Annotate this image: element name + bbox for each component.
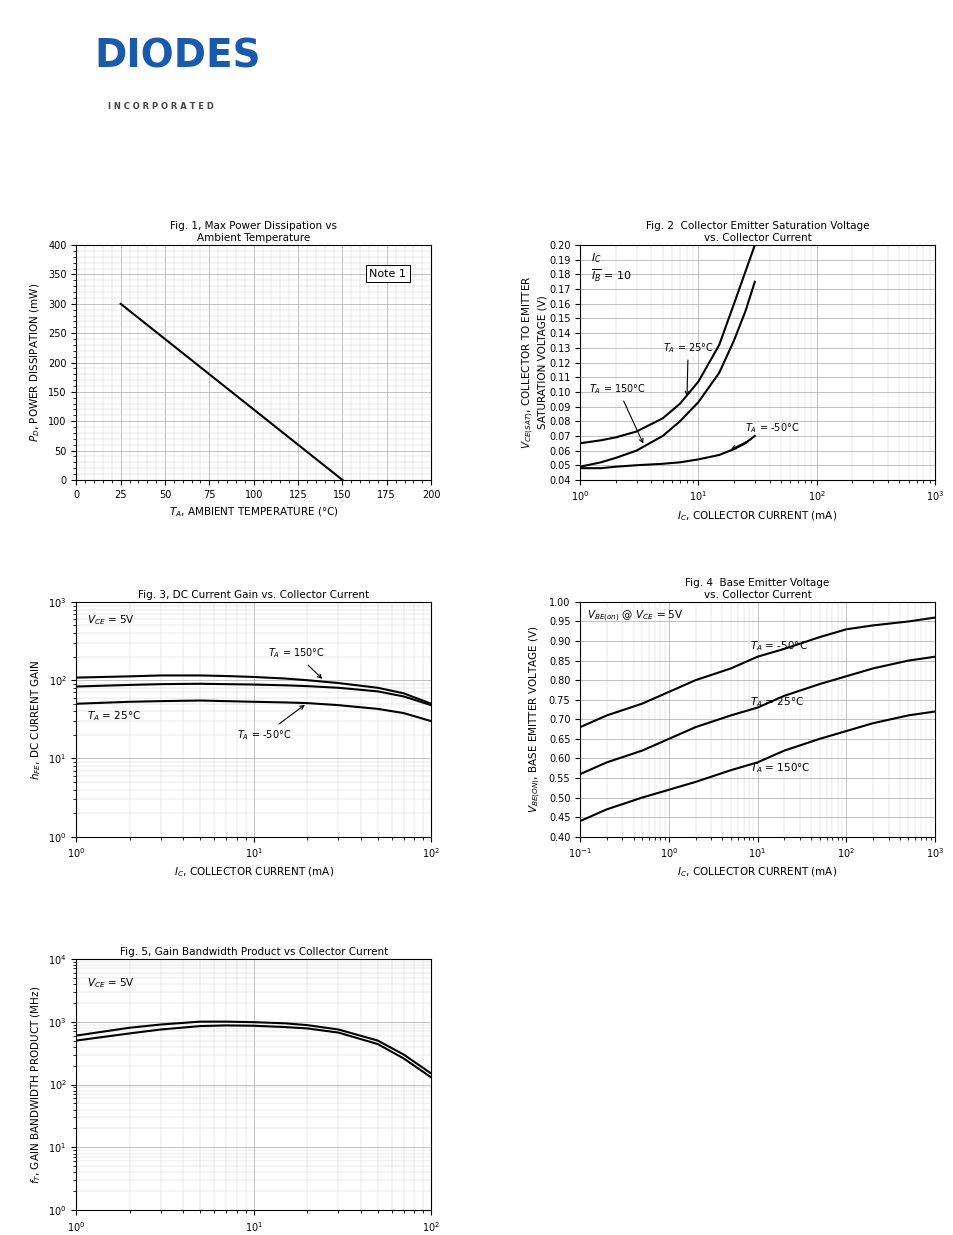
X-axis label: $I_C$, COLLECTOR CURRENT (mA): $I_C$, COLLECTOR CURRENT (mA) (677, 866, 837, 879)
Text: $T_A$ = 25°C: $T_A$ = 25°C (662, 341, 713, 395)
Text: $T_A$ = 150°C: $T_A$ = 150°C (750, 761, 810, 774)
Text: I N C O R P O R A T E D: I N C O R P O R A T E D (108, 103, 213, 111)
Y-axis label: $V_{CE(SAT)}$, COLLECTOR TO EMITTER
SATURATION VOLTAGE (V): $V_{CE(SAT)}$, COLLECTOR TO EMITTER SATU… (520, 275, 547, 450)
Text: $T_A$ = 150°C: $T_A$ = 150°C (268, 647, 324, 678)
Y-axis label: $P_D$, POWER DISSIPATION (mW): $P_D$, POWER DISSIPATION (mW) (29, 283, 42, 442)
X-axis label: $I_C$, COLLECTOR CURRENT (mA): $I_C$, COLLECTOR CURRENT (mA) (173, 866, 334, 879)
Y-axis label: $f_T$, GAIN BANDWIDTH PRODUCT (MHz): $f_T$, GAIN BANDWIDTH PRODUCT (MHz) (29, 986, 43, 1183)
Text: $V_{CE}$ = 5V: $V_{CE}$ = 5V (87, 977, 134, 990)
Title: Fig. 1, Max Power Dissipation vs
Ambient Temperature: Fig. 1, Max Power Dissipation vs Ambient… (170, 221, 336, 243)
Text: $T_A$ = 150°C: $T_A$ = 150°C (589, 382, 646, 442)
Text: $T_A$ = 25°C: $T_A$ = 25°C (750, 695, 803, 709)
X-axis label: $T_A$, AMBIENT TEMPERATURE (°C): $T_A$, AMBIENT TEMPERATURE (°C) (169, 505, 338, 519)
X-axis label: $I_C$, COLLECTOR CURRENT (mA): $I_C$, COLLECTOR CURRENT (mA) (677, 509, 837, 522)
Y-axis label: $h_{FE}$, DC CURRENT GAIN: $h_{FE}$, DC CURRENT GAIN (29, 659, 43, 779)
Title: Fig. 2  Collector Emitter Saturation Voltage
vs. Collector Current: Fig. 2 Collector Emitter Saturation Volt… (645, 221, 868, 243)
Text: Note 1: Note 1 (369, 268, 406, 279)
Text: $T_A$ = 25°C: $T_A$ = 25°C (87, 709, 141, 724)
Title: Fig. 5, Gain Bandwidth Product vs Collector Current: Fig. 5, Gain Bandwidth Product vs Collec… (119, 946, 388, 957)
Text: $T_A$ = -50°C: $T_A$ = -50°C (750, 638, 807, 652)
Text: $\overline{I_B}$ = 10: $\overline{I_B}$ = 10 (590, 268, 631, 284)
Title: Fig. 3, DC Current Gain vs. Collector Current: Fig. 3, DC Current Gain vs. Collector Cu… (138, 590, 369, 600)
Text: $V_{CE}$ = 5V: $V_{CE}$ = 5V (87, 613, 134, 627)
Text: $I_C$: $I_C$ (590, 252, 600, 266)
Text: $V_{BE(on)}$ @ $V_{CE}$ = 5V: $V_{BE(on)}$ @ $V_{CE}$ = 5V (587, 609, 683, 624)
Text: $T_A$ = -50°C: $T_A$ = -50°C (731, 421, 799, 448)
Text: DIODES: DIODES (94, 38, 260, 75)
Title: Fig. 4  Base Emitter Voltage
vs. Collector Current: Fig. 4 Base Emitter Voltage vs. Collecto… (684, 578, 829, 600)
Y-axis label: $V_{BE(ON)}$, BASE EMITTER VOLTAGE (V): $V_{BE(ON)}$, BASE EMITTER VOLTAGE (V) (527, 625, 542, 814)
Text: $T_A$ = -50°C: $T_A$ = -50°C (236, 705, 304, 742)
